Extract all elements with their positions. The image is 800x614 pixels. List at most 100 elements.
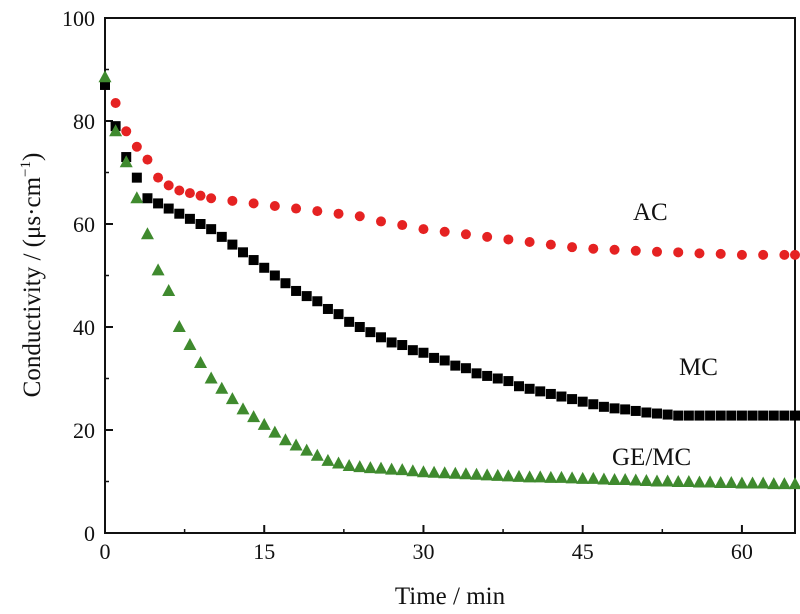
data-point-mc <box>747 410 758 421</box>
data-point-mc <box>376 332 386 343</box>
data-point-ge-mc <box>172 320 186 332</box>
data-point-ge-mc <box>639 473 653 486</box>
y-tick-label: 20 <box>73 418 95 443</box>
data-point-ac <box>131 141 142 152</box>
data-point-ge-mc <box>385 462 399 475</box>
data-point-ge-mc <box>416 465 430 478</box>
data-point-mc <box>758 410 769 421</box>
data-point-mc <box>620 404 631 415</box>
data-point-mc <box>322 303 333 314</box>
data-point-mc <box>768 410 779 421</box>
data-point-mc <box>588 399 599 410</box>
data-point-ge-mc <box>109 124 123 137</box>
data-point-mc <box>418 347 429 358</box>
data-point-ac <box>418 224 429 235</box>
data-point-mc <box>131 172 142 183</box>
y-axis-title-superscript: −1 <box>18 161 34 177</box>
y-tick-label: 40 <box>73 315 95 340</box>
data-point-ac <box>715 248 726 259</box>
data-point-ge-mc <box>183 338 197 351</box>
data-point-ac <box>503 234 514 245</box>
x-tick-label: 60 <box>731 539 753 564</box>
data-point-mc <box>492 373 503 384</box>
data-point-ac <box>673 247 684 258</box>
data-point-mc <box>736 410 747 421</box>
data-marks <box>98 70 800 490</box>
data-point-ac <box>291 203 302 214</box>
data-point-ac <box>333 208 344 219</box>
data-point-mc <box>683 410 694 421</box>
data-point-ac <box>482 231 493 242</box>
data-point-ac <box>758 249 769 260</box>
data-point-mc <box>259 262 270 273</box>
data-point-mc <box>535 386 546 397</box>
series-label-mc: MC <box>679 354 718 381</box>
data-point-mc <box>471 368 482 379</box>
data-point-ge-mc <box>586 471 600 484</box>
data-point-ge-mc <box>342 459 356 472</box>
data-point-ac <box>439 226 450 237</box>
data-point-ge-mc <box>650 474 664 487</box>
data-point-mc <box>450 360 461 371</box>
data-point-mc <box>333 309 344 320</box>
data-point-mc <box>673 410 684 421</box>
data-point-ge-mc <box>544 470 558 483</box>
data-point-ge-mc <box>480 468 494 481</box>
data-point-ge-mc <box>289 438 303 451</box>
data-point-ge-mc <box>692 475 706 488</box>
data-point-ge-mc <box>151 263 165 276</box>
data-point-mc <box>184 213 195 224</box>
data-point-ge-mc <box>703 475 717 488</box>
data-point-mc <box>227 239 238 250</box>
data-point-ge-mc <box>236 402 250 415</box>
data-point-mc <box>598 401 609 412</box>
data-point-ge-mc <box>746 476 760 489</box>
data-point-ac <box>184 188 195 199</box>
data-point-ge-mc <box>247 410 261 423</box>
axis-ticks: 0 15 30 45 60 0 20 40 60 80 100 <box>62 6 753 564</box>
data-point-ge-mc <box>363 461 377 474</box>
series-mc <box>100 79 800 421</box>
data-point-mc <box>386 337 397 348</box>
x-tick-label: 15 <box>253 539 275 564</box>
data-point-ac <box>609 244 620 255</box>
data-point-mc <box>609 403 620 414</box>
y-tick-label: 60 <box>73 212 95 237</box>
data-point-mc <box>482 370 493 381</box>
data-point-mc <box>100 79 110 90</box>
x-tick-label: 30 <box>412 539 434 564</box>
data-point-ge-mc <box>618 472 632 485</box>
data-point-mc <box>153 198 164 209</box>
data-point-ge-mc <box>629 473 643 486</box>
data-point-mc <box>248 255 259 266</box>
data-point-ge-mc <box>140 227 154 240</box>
data-point-mc <box>524 383 535 394</box>
data-point-ge-mc <box>501 469 515 482</box>
data-point-ge-mc <box>788 477 800 490</box>
data-point-ge-mc <box>204 371 218 384</box>
data-point-ge-mc <box>767 477 781 490</box>
data-point-ge-mc <box>321 453 335 466</box>
data-point-ac <box>376 216 386 227</box>
data-point-ge-mc <box>225 392 239 405</box>
data-point-ge-mc <box>130 191 144 204</box>
data-point-mc <box>641 407 652 418</box>
y-axis-title-close: ) <box>19 153 46 161</box>
data-point-mc <box>652 408 662 419</box>
data-point-ge-mc <box>724 476 738 489</box>
data-point-ge-mc <box>533 470 547 483</box>
data-point-ge-mc <box>406 464 420 477</box>
data-point-ac <box>588 243 599 254</box>
data-point-ac <box>153 172 164 183</box>
data-point-ge-mc <box>448 466 462 479</box>
data-point-ac <box>652 246 662 257</box>
data-point-mc <box>439 355 450 366</box>
data-point-mc <box>779 410 790 421</box>
data-point-ge-mc <box>353 460 367 473</box>
data-point-ge-mc <box>215 381 229 394</box>
data-point-mc <box>556 391 567 402</box>
data-point-ge-mc <box>459 467 473 480</box>
data-point-ac <box>524 237 535 248</box>
data-point-ge-mc <box>714 476 728 489</box>
data-point-ac <box>121 126 132 137</box>
